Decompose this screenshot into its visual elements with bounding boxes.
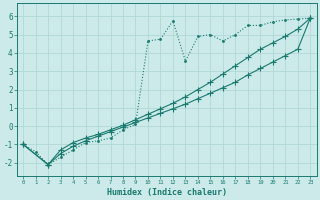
X-axis label: Humidex (Indice chaleur): Humidex (Indice chaleur) [107,188,227,197]
